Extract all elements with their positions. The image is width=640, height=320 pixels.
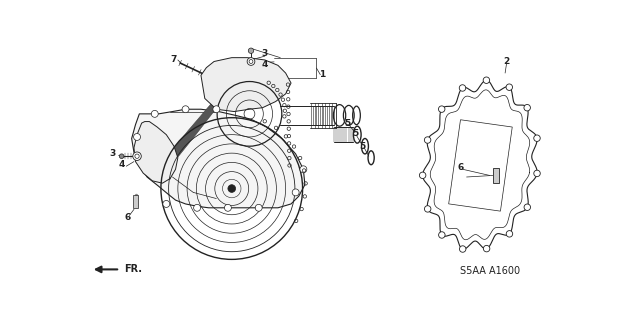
Text: FR.: FR. [124,264,142,274]
Text: 6: 6 [458,163,463,172]
Bar [493,168,499,183]
Circle shape [524,204,531,211]
Circle shape [460,85,466,91]
Text: 3: 3 [262,49,268,58]
Text: 6: 6 [125,212,131,221]
Circle shape [182,106,189,113]
Circle shape [483,77,490,84]
Circle shape [460,246,466,252]
Circle shape [119,154,124,158]
Circle shape [506,231,513,237]
Text: 4: 4 [118,160,125,169]
Circle shape [248,48,253,53]
Circle shape [133,152,141,160]
Text: 4: 4 [262,60,268,69]
Polygon shape [201,58,291,112]
Circle shape [438,106,445,112]
Text: 2: 2 [504,57,510,66]
Text: S5AA A1600: S5AA A1600 [460,266,520,276]
Circle shape [534,170,540,177]
Text: 3: 3 [109,149,116,158]
Text: 5: 5 [352,129,358,138]
Circle shape [483,245,490,252]
Circle shape [225,204,232,211]
Circle shape [292,189,299,196]
Circle shape [506,84,513,91]
Text: 7: 7 [171,55,177,64]
Text: 5: 5 [360,142,366,151]
Text: 5: 5 [344,119,350,128]
Circle shape [300,166,307,173]
Circle shape [194,204,200,211]
Circle shape [419,172,426,179]
Circle shape [424,137,431,143]
Circle shape [534,135,540,141]
Polygon shape [134,122,178,183]
Polygon shape [160,84,243,179]
Circle shape [228,185,236,192]
Polygon shape [132,109,305,208]
Circle shape [163,201,170,207]
Circle shape [524,104,531,111]
Circle shape [134,133,141,140]
Circle shape [151,110,158,117]
Circle shape [247,58,255,65]
Circle shape [255,204,262,211]
Circle shape [213,106,220,113]
Circle shape [438,232,445,238]
Bar [133,196,138,208]
Circle shape [424,206,431,212]
Text: 1: 1 [319,70,325,79]
